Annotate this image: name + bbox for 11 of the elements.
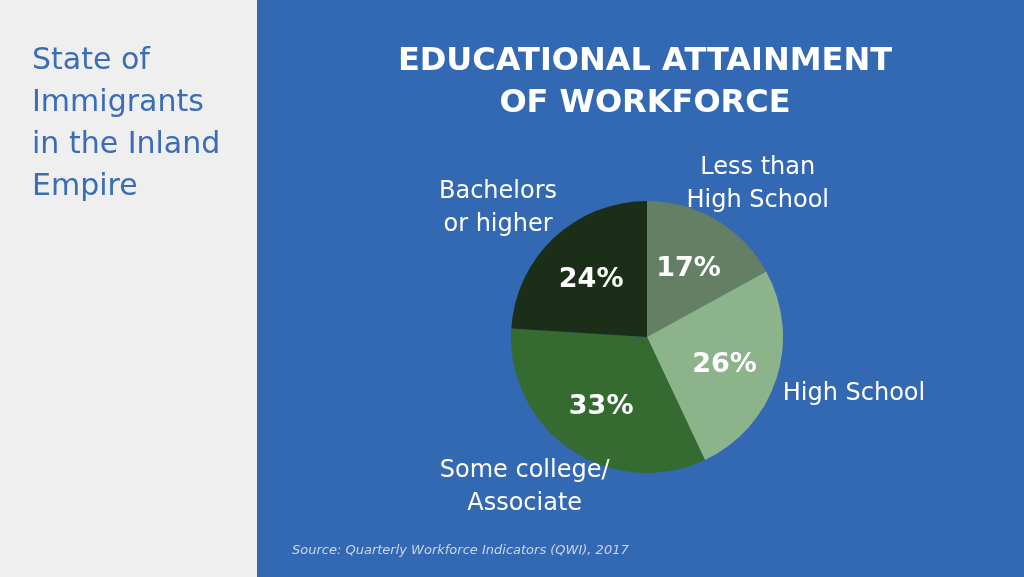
text: State of Immigrants in the Inland Empire <box>32 40 222 204</box>
slice-label: High School <box>782 378 926 407</box>
slice-label: Less than High School <box>686 152 829 214</box>
chart-title: EDUCATIONAL ATTAINMENT OF WORKFORCE <box>396 39 894 122</box>
data-label: 24% <box>558 262 624 294</box>
data-label: 33% <box>568 388 634 420</box>
source-note: Source: Quarterly Workforce Indicators (QWI), 2017 <box>292 542 629 557</box>
slice-label: Some college/ Associate <box>439 455 611 517</box>
slice-label: Bachelors or higher <box>439 176 558 238</box>
data-label: 17% <box>656 251 721 283</box>
data-label: 26% <box>692 346 757 378</box>
